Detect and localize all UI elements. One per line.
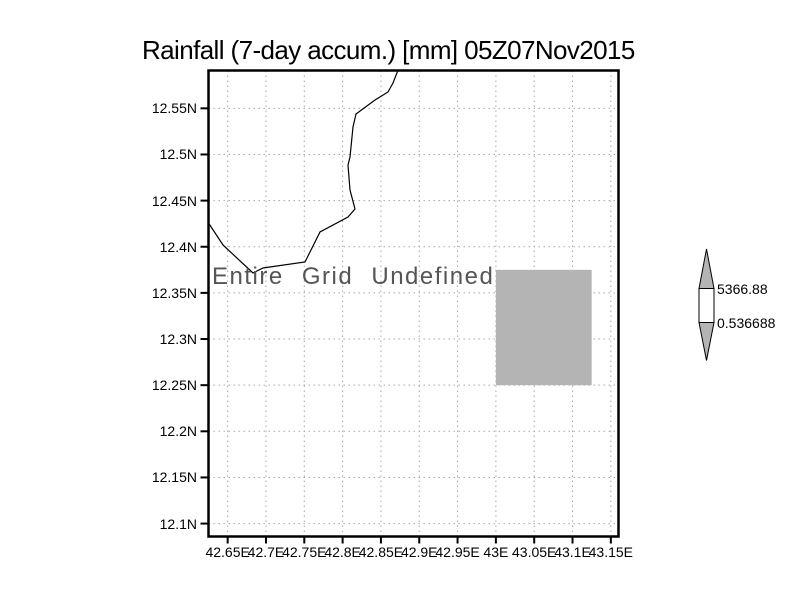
y-axis-tick-label: 12.35N [151,284,197,301]
undefined-data-cell [495,269,592,386]
x-axis-tick-label: 43E [483,544,509,560]
y-axis-tick-label: 12.4N [159,238,197,255]
x-axis-tick-label: 42.7E [247,544,285,560]
y-axis-tick-label: 12.55N [151,100,197,117]
x-axis-tick-label: 43.1E [554,544,591,560]
y-axis-tick-label: 12.1N [159,515,197,532]
y-axis-tick-label: 12.3N [159,331,197,348]
colorbar-bottom-arrow [698,322,715,361]
x-axis-labels: 42.65E 42.7E 42.75E 42.8E 42.85E 42.9E 42.95E 4… [0,544,792,564]
y-axis-tick-label: 12.2N [159,423,197,440]
entire-grid-undefined-message: Entire Grid Undefined [212,263,495,290]
x-axis-tick-label: 42.65E [205,544,250,560]
y-axis-labels: 12.55N 12.5N 12.45N 12.4N 12.35N 12.3N 12.25N 1… [0,0,197,612]
plot-title: Rainfall (7-day accum.) [mm] 05Z07Nov201… [142,35,635,65]
y-axis-tick-label: 12.15N [151,469,197,486]
colorbar-max-label: 5366.88 [717,281,768,297]
x-axis-tick-label: 43.15E [588,544,634,560]
x-axis-tick-label: 42.75E [282,544,327,560]
colorbar-top-arrow [698,248,715,289]
x-axis-tick-label: 42.9E [400,544,438,560]
x-axis-tick-label: 42.85E [358,544,404,560]
coastline [207,70,399,274]
colorbar-range-box [698,288,715,323]
y-axis-tick-label: 12.25N [151,377,197,394]
x-axis-tick-label: 42.8E [324,544,361,560]
y-axis-tick-label: 12.45N [151,192,197,209]
colorbar [698,248,715,361]
x-axis-tick-label: 42.95E [435,544,480,560]
colorbar-min-label: 0.536688 [717,315,776,331]
y-axis-tick-label: 12.5N [159,146,197,163]
x-axis-tick-label: 43.05E [512,544,557,560]
plot-frame [207,69,620,538]
